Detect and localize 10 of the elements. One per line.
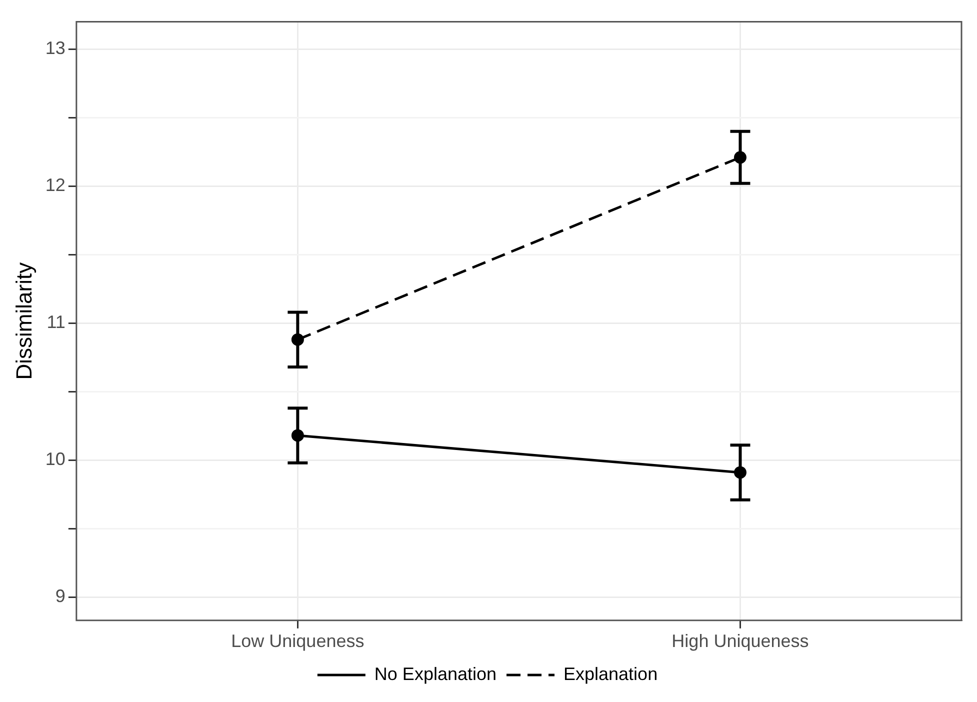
legend-label: No Explanation	[374, 664, 497, 684]
y-tick-label: 10	[45, 449, 66, 470]
y-tick-label: 13	[45, 38, 66, 58]
x-tick-label: Low Uniqueness	[231, 631, 364, 652]
legend-label: Explanation	[564, 664, 658, 684]
y-axis-title: Dissimilarity	[11, 262, 36, 380]
y-tick-label: 12	[45, 175, 66, 196]
y-tick-label: 9	[55, 586, 66, 606]
y-tick-label: 11	[46, 312, 66, 332]
x-tick-label: High Uniqueness	[672, 631, 809, 652]
